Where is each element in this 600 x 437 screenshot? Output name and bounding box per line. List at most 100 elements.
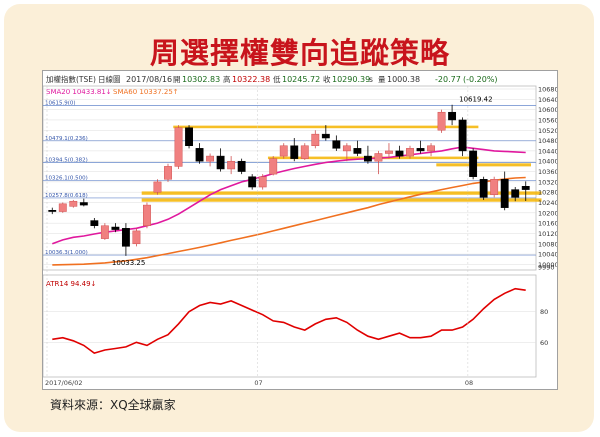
- chart-panel: 加權指數(TSE) 日線圖 2017/08/16 開 10302.83 高 10…: [42, 70, 559, 390]
- candle-body: [458, 119, 467, 152]
- low-value: 10245.72: [282, 75, 320, 84]
- x-tick-label: 07: [254, 379, 262, 387]
- price-tick-label: 10040: [538, 251, 557, 259]
- fib-level-label: 10326.1(0.500): [45, 175, 88, 181]
- candle-body: [437, 111, 446, 131]
- candle-body: [111, 226, 120, 230]
- low-label: 低: [273, 74, 281, 84]
- candle-body: [143, 204, 151, 226]
- price-tick-label: 10000: [538, 261, 557, 269]
- atr-line: [52, 287, 526, 354]
- close-label: 收: [323, 74, 331, 84]
- fib-level-label: 10257.8(0.618): [45, 193, 88, 199]
- volume-label: 量: [378, 75, 386, 84]
- candle-body: [185, 127, 193, 147]
- candle-body: [511, 189, 520, 198]
- price-tick-label: 10080: [538, 240, 557, 248]
- candle-body: [469, 150, 478, 177]
- price-tick-label: 10120: [538, 230, 557, 238]
- price-tick-label: 10560: [538, 116, 557, 124]
- atr-panel-border: [42, 274, 537, 378]
- candle-body: [374, 153, 383, 162]
- price-tick-label: 10480: [538, 137, 557, 145]
- candle-body: [521, 186, 530, 190]
- price-tick-label: 10240: [538, 199, 557, 207]
- candle-body: [227, 160, 236, 170]
- open-label: 開: [173, 75, 181, 84]
- price-tick-label: 10200: [538, 209, 557, 217]
- period-label: 日線圖: [98, 74, 121, 84]
- candle-body: [279, 145, 288, 157]
- page-title: 周選擇權雙向追蹤策略: [149, 36, 450, 70]
- price-tick-label: 10360: [538, 168, 557, 176]
- candle-body: [206, 155, 215, 162]
- candle-body: [427, 145, 435, 152]
- candle-body: [332, 140, 341, 149]
- fib-level-label: 10615.9(0): [45, 101, 76, 107]
- candle-body: [290, 145, 299, 159]
- price-tick-label: 10160: [538, 220, 557, 228]
- candle-body: [363, 155, 372, 162]
- candle-body: [132, 230, 141, 245]
- candle-body: [121, 228, 130, 247]
- sma20-line: [52, 146, 526, 245]
- candle-body: [269, 158, 278, 175]
- candle-body: [300, 145, 309, 159]
- price-tick-label: 10600: [538, 106, 557, 114]
- candle-body: [311, 133, 320, 147]
- candle-body: [479, 179, 488, 198]
- change-percent: (-0.20%): [463, 75, 498, 84]
- change-value: -20.77: [435, 75, 461, 84]
- close-value: 10290.39: [332, 75, 370, 84]
- x-tick-label: 08: [465, 379, 473, 387]
- strategy-band: [141, 198, 542, 202]
- candle-body: [385, 150, 393, 154]
- candle-body: [58, 203, 67, 212]
- price-tick-label: 10400: [538, 158, 557, 166]
- candle-body: [395, 150, 404, 157]
- candle-body: [195, 148, 204, 162]
- date-label: 2017/08/16: [126, 75, 172, 84]
- atr-tick-label: 60: [540, 339, 548, 347]
- price-tick-label: 10520: [538, 127, 557, 135]
- candle-body: [490, 179, 499, 196]
- price-annotation: 10619.42: [459, 96, 492, 104]
- candle-body: [406, 148, 414, 157]
- fib-level-label: 10394.5(0.382): [45, 158, 88, 164]
- candle-body: [90, 220, 99, 226]
- candle-body: [164, 166, 172, 180]
- atr-legend: ATR14 94.49↓: [46, 280, 96, 288]
- high-label: 高: [223, 74, 231, 84]
- fib-level-label: 10479.1(0.236): [45, 136, 88, 142]
- atr-tick-label: 80: [540, 308, 548, 316]
- open-value: 10302.83: [182, 75, 220, 84]
- candle-body: [500, 179, 509, 208]
- x-tick-label: 2017/06/02: [45, 379, 82, 387]
- candle-body: [69, 200, 78, 207]
- source-note: 資料來源：XQ全球贏家: [50, 398, 176, 412]
- price-tick-label: 10640: [538, 96, 557, 104]
- candle-body: [248, 176, 257, 188]
- candle-body: [100, 225, 109, 239]
- candle-body: [342, 145, 351, 152]
- sma20-legend: SMA20 10433.81↓: [46, 88, 112, 96]
- fib-level-label: 10036.3(1.000): [45, 250, 88, 256]
- candle-body: [258, 176, 267, 188]
- sma60-line: [52, 176, 526, 266]
- candle-body: [79, 202, 88, 206]
- price-panel-border: [42, 85, 537, 271]
- candle-body: [216, 155, 225, 170]
- candle-body: [416, 148, 425, 152]
- price-tick-label: 10280: [538, 189, 557, 197]
- price-tick-label: 10680: [538, 86, 557, 94]
- candle-body: [448, 111, 457, 121]
- candle-body: [48, 209, 57, 212]
- volume-value: 1000.38: [387, 75, 420, 84]
- price-tick-label: 10320: [538, 178, 557, 186]
- candle-body: [174, 127, 183, 167]
- index-name: 加權指數(TSE): [46, 74, 96, 84]
- sma60-legend: SMA60 10337.25↑: [113, 88, 179, 96]
- price-chart: 加權指數(TSE) 日線圖 2017/08/16 開 10302.83 高 10…: [42, 74, 559, 387]
- candle-body: [153, 181, 162, 193]
- candle-body: [321, 133, 330, 139]
